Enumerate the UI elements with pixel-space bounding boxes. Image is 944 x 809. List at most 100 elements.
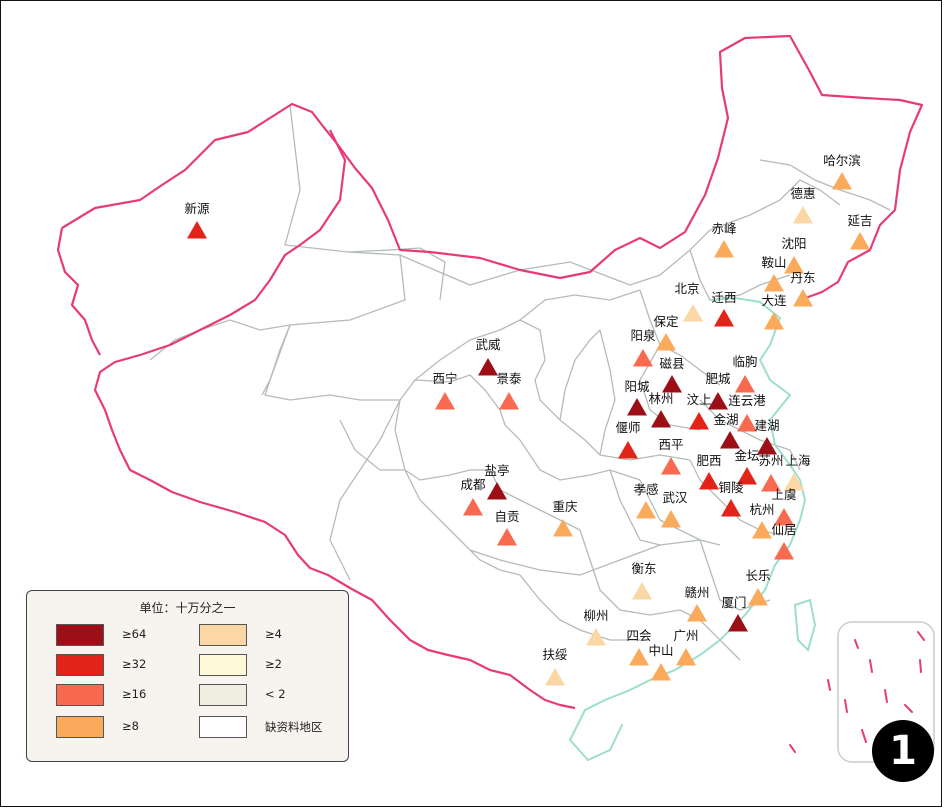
city-marker [478,358,498,376]
city-label: 中山 [648,643,674,658]
city-marker [435,392,455,410]
city-label: 大连 [761,293,787,308]
city-label: 阳泉 [630,328,656,343]
city-label: 阳城 [624,379,650,394]
city-label: 新源 [184,201,210,216]
city-label: 景泰 [496,371,522,386]
city-label: 金湖 [713,412,739,427]
city-label: 重庆 [552,499,578,514]
legend-label: ≥4 [265,627,282,641]
legend-label: ≥2 [265,657,282,671]
city-label: 厦门 [721,595,747,610]
legend: 单位：十万分之一 ≥64 ≥32 ≥16 ≥8 ≥4 ≥2 < 2 缺资料地区 [26,590,349,762]
city-marker [764,312,784,330]
city-marker [793,289,813,307]
legend-swatch [199,654,247,676]
city-label: 建湖 [754,418,780,433]
legend-label: 缺资料地区 [265,720,323,734]
city-marker [774,542,794,560]
legend-label: < 2 [265,687,286,701]
city-label: 仙居 [771,522,797,537]
city-marker [784,256,804,274]
city-label: 铜陵 [718,480,744,495]
city-marker [752,521,772,539]
city-marker [714,309,734,327]
city-label: 鞍山 [761,255,787,270]
city-label: 偃师 [615,420,641,435]
city-label: 临朐 [732,354,758,369]
city-label: 迁西 [711,290,737,305]
legend-label: ≥64 [122,627,147,641]
city-marker [757,437,777,455]
city-marker [735,375,755,393]
city-label: 上海 [785,453,811,468]
city-marker [651,410,671,428]
city-label: 杭州 [749,502,775,517]
city-marker [553,519,573,537]
panel-number-badge: 1 [872,720,934,782]
city-marker [793,206,813,224]
city-marker [761,474,781,492]
city-label: 德惠 [790,186,816,201]
city-marker [636,501,656,519]
city-label: 延吉 [847,213,873,228]
city-marker [187,221,207,239]
city-label: 磁县 [659,356,685,371]
city-marker [699,472,719,490]
city-marker [721,499,741,517]
city-label: 成都 [460,477,486,492]
city-marker [720,431,740,449]
city-marker [651,663,671,681]
city-marker [627,398,647,416]
city-marker [487,482,507,500]
city-label: 盐亭 [484,463,510,478]
city-label: 扶绥 [542,647,568,662]
city-marker [714,240,734,258]
city-marker [632,582,652,600]
city-label: 连云港 [728,393,766,408]
legend-label: ≥16 [122,687,147,701]
city-marker [656,333,676,351]
city-label: 四会 [626,628,652,643]
legend-swatch [199,624,247,646]
city-label: 保定 [653,314,679,329]
city-marker [463,498,483,516]
legend-label: ≥32 [122,657,147,671]
city-marker [499,392,519,410]
city-marker [497,528,517,546]
city-label: 西宁 [432,371,458,386]
city-markers [187,172,870,686]
city-marker [737,467,757,485]
legend-swatch [199,684,247,706]
nine-dash-line [789,631,925,753]
city-label: 赣州 [684,585,710,600]
city-label: 林州 [648,391,674,406]
city-label: 武威 [475,337,501,352]
city-label: 赤峰 [711,221,737,236]
legend-title: 单位：十万分之一 [139,601,236,615]
city-label: 上虞 [771,487,797,502]
city-marker [661,457,681,475]
city-label: 北京 [674,281,700,296]
city-marker [728,614,748,632]
coastline [568,296,807,762]
city-label: 长乐 [745,568,771,583]
city-label: 武汉 [662,490,688,505]
city-label: 肥西 [696,453,722,468]
city-marker [764,274,784,292]
city-label: 汶上 [686,392,712,407]
city-marker [633,349,653,367]
city-marker [832,172,852,190]
city-marker [618,441,638,459]
city-marker [629,648,649,666]
city-label: 自贡 [494,509,520,524]
legend-swatch [56,654,104,676]
legend-swatch [199,716,247,738]
city-label: 肥城 [705,371,731,386]
taiwan-island [793,598,817,652]
city-marker [748,588,768,606]
city-label: 衡东 [631,561,657,576]
city-marker [662,375,682,393]
